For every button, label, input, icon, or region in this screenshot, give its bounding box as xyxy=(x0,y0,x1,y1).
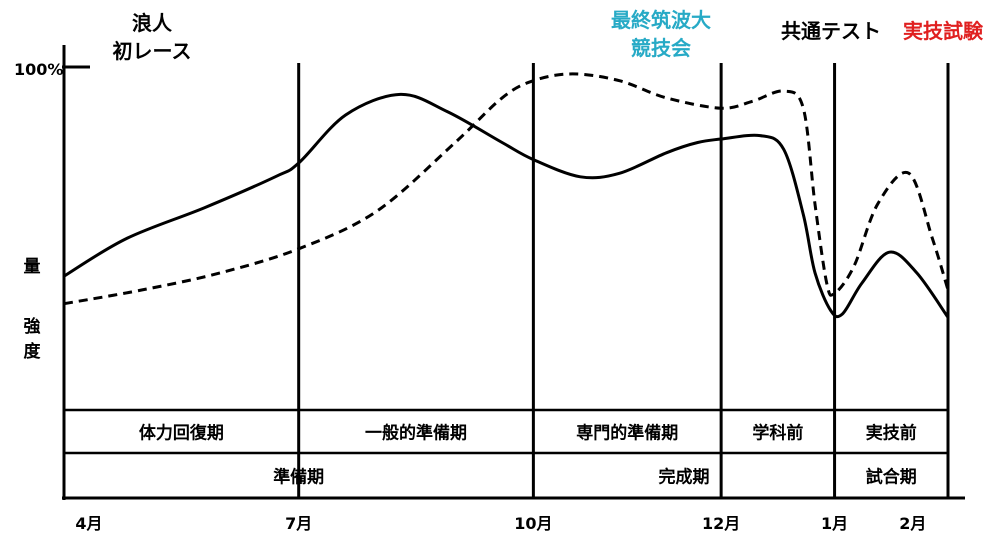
annotation-ronin-line2: 初レース xyxy=(113,39,192,63)
series-volume-line xyxy=(63,92,950,319)
annotation-common-test: 共通テスト xyxy=(781,19,881,43)
x-tick-label: 12月 xyxy=(702,514,740,533)
annotation-ronin-line1: 浪人 xyxy=(132,11,173,35)
x-tick-label: 1月 xyxy=(821,514,848,533)
period-label: 準備期 xyxy=(273,467,324,488)
phase-label: 実技前 xyxy=(866,423,917,444)
y-axis-label-intensity-1: 強 xyxy=(24,316,41,337)
phase-label: 一般的準備期 xyxy=(365,423,467,444)
y-tick-100-label: 100% xyxy=(14,60,63,79)
period-label: 完成期 xyxy=(658,467,709,488)
annotation-practical-exam: 実技試験 xyxy=(903,19,984,43)
series-intensity-line xyxy=(63,72,950,306)
annotation-final-competition-line1: 最終筑波大 xyxy=(611,8,711,32)
x-tick-label: 10月 xyxy=(514,514,552,533)
series-lines xyxy=(63,72,950,319)
x-tick-label: 7月 xyxy=(285,514,312,533)
x-tick-label: 2月 xyxy=(899,514,926,533)
phase-label: 学科前 xyxy=(752,423,803,444)
period-label: 試合期 xyxy=(866,467,917,488)
y-axis-label-intensity-2: 度 xyxy=(24,341,42,362)
vertical-markers xyxy=(297,63,950,498)
x-axis-ticks: 4月 7月 10月 12月 1月 2月 xyxy=(75,514,926,533)
x-tick-label: 4月 xyxy=(75,514,102,533)
phase-label: 体力回復期 xyxy=(139,423,224,444)
phase-label: 専門的準備期 xyxy=(576,423,678,444)
annotation-final-competition-line2: 競技会 xyxy=(631,36,691,60)
y-axis-label-volume: 量 xyxy=(24,256,41,277)
